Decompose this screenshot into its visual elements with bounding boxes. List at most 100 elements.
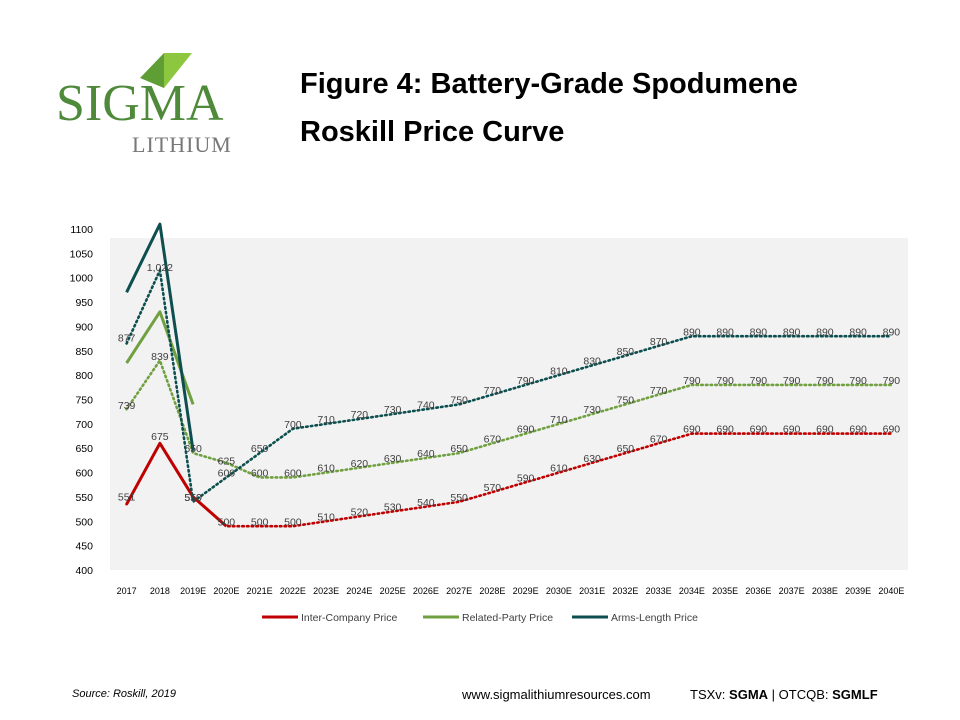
data-label-2: 625: [218, 455, 236, 467]
x-tick-label: 2034E: [679, 586, 705, 596]
data-label-1: 739: [118, 400, 136, 412]
x-tick-label: 2031E: [579, 586, 605, 596]
legend-label-1: Related-Party Price: [462, 612, 553, 624]
data-label-1: 690: [517, 424, 535, 436]
x-tick-label: 2029E: [513, 586, 539, 596]
y-tick-label: 1000: [70, 273, 94, 285]
data-label-2: 720: [351, 409, 369, 421]
y-tick-label: 650: [75, 443, 93, 455]
data-label-0: 550: [184, 492, 202, 504]
data-label-0: 570: [484, 482, 502, 494]
data-label-0: 610: [550, 463, 568, 475]
x-tick-label: 2033E: [646, 586, 672, 596]
data-label-2: 870: [650, 336, 668, 348]
legend-label-2: Arms-Length Price: [611, 612, 698, 624]
x-tick-label: 2026E: [413, 586, 439, 596]
page-title: Figure 4: Battery-Grade Spodumene Roskil…: [300, 60, 920, 156]
x-tick-label: 2038E: [812, 586, 838, 596]
logo-subword: LITHIUM: [132, 132, 232, 157]
price-curve-chart: 400 450 500 550 600 650 700 750 800 850 900 950 1000…: [70, 222, 908, 624]
logo-triangle-dark-icon: [140, 53, 164, 88]
ticker-separator: |: [771, 687, 776, 702]
y-tick-label: 950: [75, 297, 93, 309]
x-tick-label: 2025E: [380, 586, 406, 596]
x-tick-label: 2018: [150, 586, 170, 596]
x-tick-label: 2040E: [878, 586, 904, 596]
data-label-1: 640: [417, 448, 435, 460]
source-note: Source: Roskill, 2019: [72, 688, 176, 700]
series-dotted-line-1: [125, 357, 893, 479]
x-tick-label: 2028E: [479, 586, 505, 596]
data-label-2: 650: [251, 443, 269, 455]
x-tick-label: 2024E: [346, 586, 372, 596]
x-tick-label: 2032E: [612, 586, 638, 596]
ticker-info: TSXv: SGMA | OTCQB: SGMLF: [690, 687, 878, 702]
data-label-2: 770: [484, 385, 502, 397]
data-label-2: 730: [384, 404, 402, 416]
y-tick-label: 700: [75, 419, 93, 431]
data-label-1: 839: [151, 351, 169, 363]
data-label-1: 610: [317, 463, 335, 475]
data-label-1: 790: [783, 375, 801, 387]
series-solid-line-2: [125, 222, 195, 451]
data-label-2: 1,022: [147, 262, 173, 274]
logo-triangle-icon: [164, 53, 192, 88]
data-label-0: 650: [617, 443, 635, 455]
y-tick-label: 550: [75, 492, 93, 504]
data-label-0: 590: [517, 472, 535, 484]
x-tick-label: 2039E: [845, 586, 871, 596]
data-label-0: 500: [218, 516, 236, 528]
data-label-2: 810: [550, 365, 568, 377]
data-label-1: 790: [750, 375, 768, 387]
y-tick-label: 450: [75, 541, 93, 553]
y-tick-label: 400: [75, 565, 93, 577]
data-label-1: 620: [351, 458, 369, 470]
y-tick-label: 1100: [70, 224, 93, 236]
data-label-2: 890: [816, 326, 834, 338]
y-tick-label: 850: [75, 346, 93, 358]
data-label-0: 500: [284, 516, 302, 528]
data-label-1: 790: [683, 375, 701, 387]
data-label-1: 790: [816, 375, 834, 387]
data-label-2: 550: [184, 492, 202, 504]
data-label-0: 510: [317, 511, 335, 523]
data-label-1: 670: [484, 433, 502, 445]
data-label-2: 890: [716, 326, 734, 338]
data-label-1: 600: [251, 468, 269, 480]
tsx-value: SGMA: [729, 687, 769, 702]
data-label-0: 690: [783, 424, 801, 436]
x-tick-label: 2019E: [180, 586, 206, 596]
data-label-2: 890: [849, 326, 867, 338]
x-tick-label: 2030E: [546, 586, 572, 596]
data-label-2: 700: [284, 419, 302, 431]
y-tick-label: 600: [75, 468, 93, 480]
data-label-0: 530: [384, 502, 402, 514]
data-label-0: 690: [683, 424, 701, 436]
data-label-1: 600: [218, 468, 236, 480]
data-label-1: 770: [650, 385, 668, 397]
title-line-1: Figure 4: Battery-Grade Spodumene: [300, 68, 798, 100]
data-label-0: 690: [816, 424, 834, 436]
legend-label-0: Inter-Company Price: [301, 612, 397, 624]
website-link[interactable]: www.sigmalithiumresources.com: [462, 687, 651, 702]
data-label-0: 540: [417, 497, 435, 509]
x-tick-label: 2036E: [745, 586, 771, 596]
data-label-1: 790: [716, 375, 734, 387]
y-tick-label: 750: [75, 395, 93, 407]
series-solid-line-0: [125, 441, 228, 528]
data-label-0: 500: [251, 516, 269, 528]
y-tick-label: 800: [75, 370, 93, 382]
series-dotted-line-2: [125, 265, 893, 505]
data-label-2: 790: [517, 375, 535, 387]
x-tick-label: 2027E: [446, 586, 472, 596]
data-label-2: 877: [118, 333, 136, 345]
data-label-2: 850: [617, 346, 635, 358]
data-label-0: 670: [650, 433, 668, 445]
data-label-2: 890: [683, 326, 701, 338]
data-label-1: 600: [284, 468, 302, 480]
series-dotted-line-0: [125, 432, 893, 528]
data-label-1: 650: [450, 443, 468, 455]
data-label-1: 630: [384, 453, 402, 465]
data-label-2: 710: [317, 414, 335, 426]
plot-area: [110, 238, 908, 570]
